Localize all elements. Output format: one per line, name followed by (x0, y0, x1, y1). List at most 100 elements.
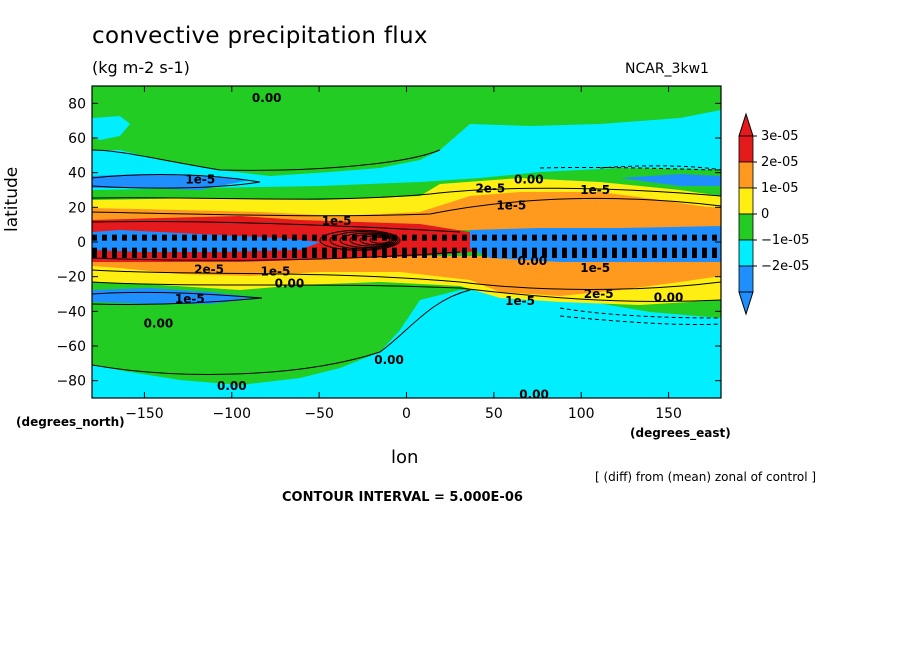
contour-ring (359, 235, 393, 246)
stripe-dash (532, 247, 537, 254)
chart-title: convective precipitation flux (92, 23, 428, 49)
stripe-dash (282, 234, 287, 241)
colorbar-swatch (738, 135, 754, 163)
y-tick-label: −80 (56, 374, 86, 390)
stripe-dash (682, 247, 687, 254)
stripe-dash (462, 247, 467, 254)
stripe-dash (692, 247, 697, 254)
stripe-dash (282, 252, 287, 258)
contour-line (559, 315, 721, 326)
colorbar-label: 0 (761, 207, 769, 222)
stripe-dash (262, 234, 267, 241)
stripe-dash (572, 247, 577, 254)
y-tick-label: −60 (56, 339, 86, 355)
contour-line (92, 174, 261, 183)
field-blue-north-west (92, 174, 250, 190)
field-blue-equator (92, 230, 320, 252)
stripe-dash (662, 252, 667, 258)
contour-line (92, 281, 721, 302)
stripe-dash (112, 247, 117, 254)
stripe-dash (272, 234, 277, 241)
stripe-dash (172, 247, 177, 254)
stripe-dash (442, 234, 447, 241)
stripe-dash (482, 252, 487, 258)
contour-ring (369, 236, 391, 244)
contour-label: 0.00 (217, 379, 247, 393)
stripe-dash (622, 252, 627, 258)
stripe-dash (212, 247, 217, 254)
stripe-dash (272, 247, 277, 254)
contour-label: 1e-5 (261, 264, 291, 278)
stripe-dash (212, 252, 217, 258)
colorbar-arrow-bottom (738, 291, 754, 316)
stripe-dash (172, 234, 177, 241)
contour-label: 1e-5 (496, 199, 526, 213)
colorbar-swatch (738, 239, 754, 267)
contour-line (92, 269, 721, 290)
stripe-dash (712, 247, 717, 254)
stripe-dash (142, 252, 147, 258)
contour-line (559, 307, 721, 319)
contour-label: 2e-5 (194, 263, 224, 277)
contour-label: 2e-5 (584, 287, 614, 301)
stripe-dash (222, 252, 227, 258)
stripe-dash (152, 252, 157, 258)
stripe-dash (122, 252, 127, 258)
stripe-dash (292, 247, 297, 254)
y-tick-label: 40 (68, 166, 86, 182)
y-tick-label: 20 (68, 200, 86, 216)
stripe-dash (122, 247, 127, 254)
stripe-dash (102, 247, 107, 254)
stripe-dash (452, 234, 457, 241)
x-tick-label: 50 (485, 406, 503, 422)
contour-label: 1e-5 (185, 173, 215, 187)
stripe-dash (342, 247, 347, 254)
stripe-dash (132, 234, 137, 241)
stripe-dash (672, 247, 677, 254)
contour-label: 2e-5 (475, 181, 505, 195)
stripe-dash (302, 234, 307, 241)
x-tick-label: 0 (402, 406, 411, 422)
stripe-dash (152, 247, 157, 254)
stripe-dash (212, 234, 217, 241)
stripe-dash (562, 234, 567, 241)
contour-label: 1e-5 (505, 294, 535, 308)
colorbar-swatch (738, 265, 754, 293)
model-name: NCAR_3kw1 (625, 61, 709, 77)
stripe-dash (452, 252, 457, 258)
stripe-dash (252, 234, 257, 241)
field-cyan-polar-north (92, 116, 130, 140)
stripe-dash (682, 234, 687, 241)
stripe-dash (502, 247, 507, 254)
stripe-dash (202, 247, 207, 254)
stripe-dash (672, 252, 677, 258)
contour-line (92, 297, 263, 306)
stripe-dash (302, 252, 307, 258)
stripe-dash (92, 247, 97, 254)
contour-line (92, 181, 261, 189)
contour-label: 1e-5 (580, 183, 610, 197)
stripe-dash (132, 247, 137, 254)
stripe-dash (512, 234, 517, 241)
stripe-dash (262, 252, 267, 258)
stripe-dash (632, 234, 637, 241)
contour-line (599, 165, 721, 171)
stripe-dash (592, 247, 597, 254)
contour-line (92, 291, 263, 299)
contour-label: 1e-5 (322, 214, 352, 228)
stripe-dash (552, 234, 557, 241)
stripe-dash (532, 252, 537, 258)
contour-label: 0.00 (514, 173, 544, 187)
stripe-dash (632, 247, 637, 254)
stripe-dash (262, 247, 267, 254)
stripe-dash (192, 247, 197, 254)
y-axis-ticks: 80 60 40 20 0 −20 −40 −60 −80 (56, 96, 721, 390)
stripe-dash (352, 252, 357, 258)
stripe-dash (442, 247, 447, 254)
stripe-dash (652, 252, 657, 258)
stripe-dash (612, 247, 617, 254)
contour-ring (339, 232, 397, 248)
stripe-dash (102, 234, 107, 241)
stripe-dash (522, 234, 527, 241)
